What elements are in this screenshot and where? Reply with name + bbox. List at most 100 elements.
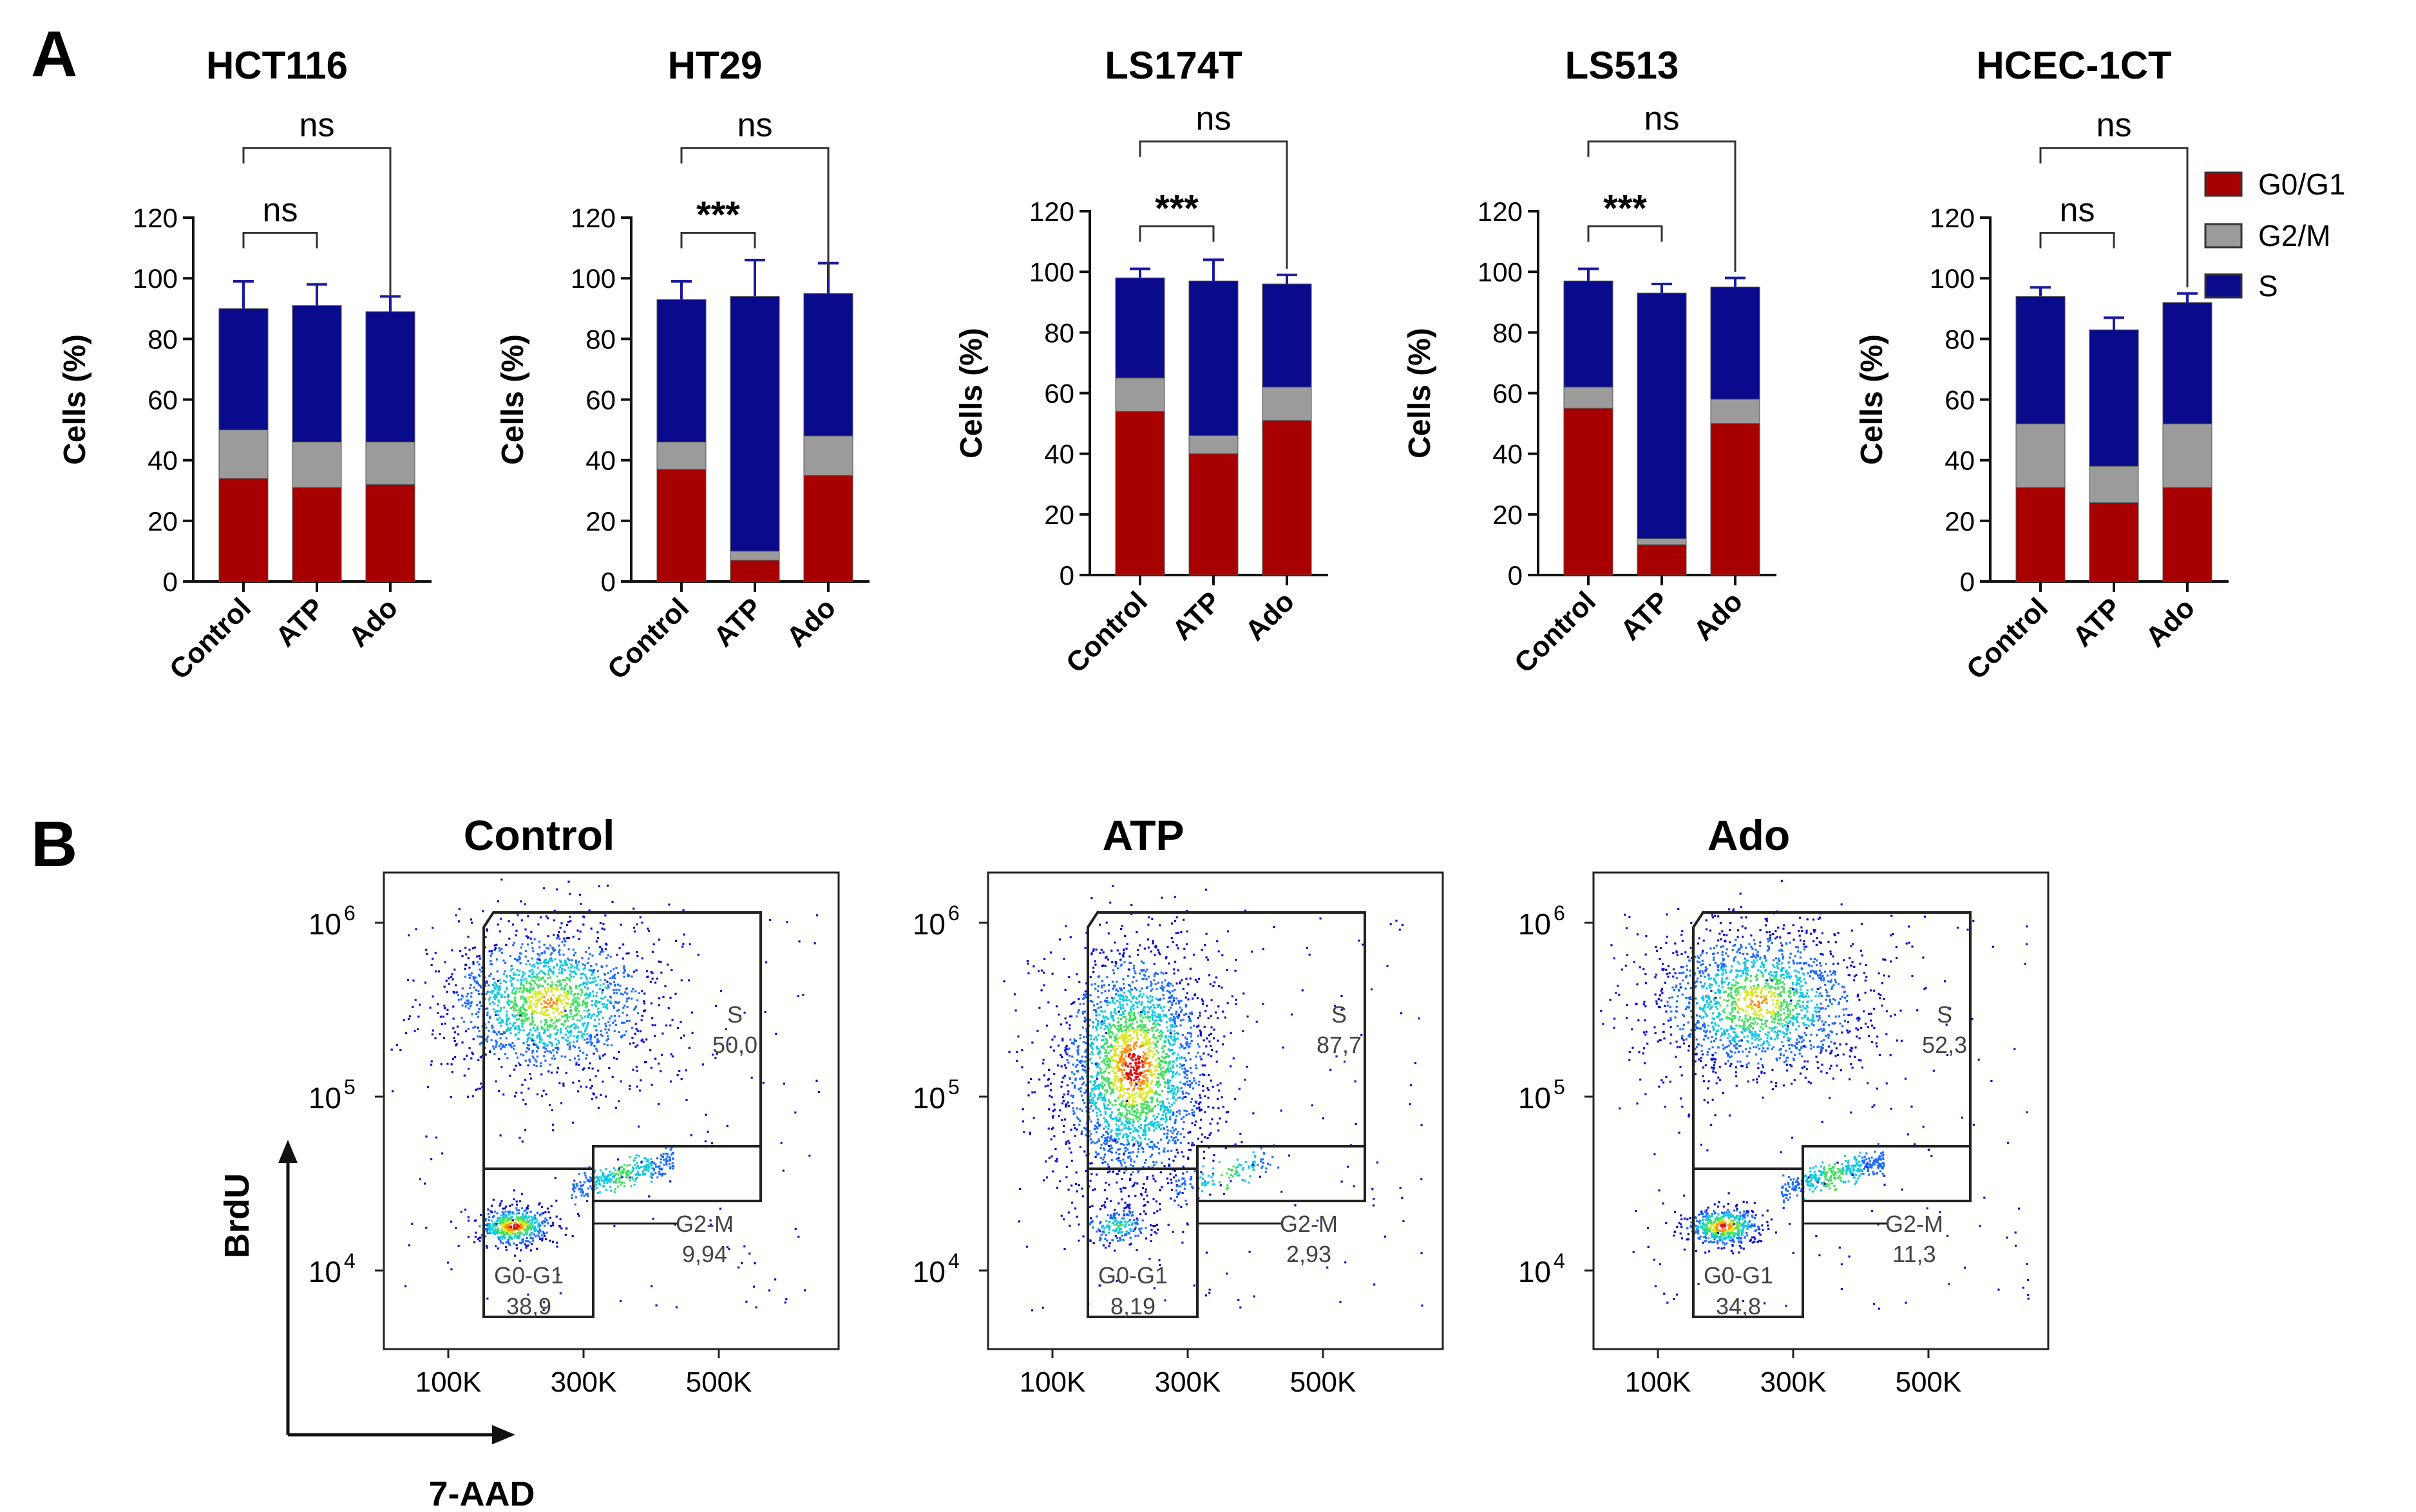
event-dot [593,1035,596,1038]
event-dot [553,919,555,921]
event-dot [1116,999,1119,1003]
event-dot [467,1236,470,1238]
event-dot [613,1006,615,1009]
event-dot [1131,1106,1134,1108]
event-dot [1116,1078,1119,1081]
event-dot [499,979,501,981]
event-dot [1174,1040,1177,1043]
event-dot [517,1228,520,1231]
event-dot [513,1048,515,1050]
event-dot [590,969,593,972]
event-dot [1132,1165,1135,1167]
event-dot [569,975,572,978]
event-dot [453,969,456,971]
event-dot [531,947,534,949]
event-dot [524,972,526,975]
event-dot [494,1031,497,1034]
event-dot [1067,1188,1070,1191]
event-dot [545,1022,547,1025]
event-dot [551,1044,553,1047]
event-dot [509,1044,512,1047]
event-dot [1197,978,1201,980]
event-dot [1030,1077,1032,1081]
event-dot [536,1026,538,1028]
event-dot [508,1003,511,1006]
event-dot [474,1235,477,1238]
event-dot [605,1178,607,1181]
event-dot [518,1236,521,1238]
event-dot [1195,1120,1197,1123]
event-dot [1059,1180,1061,1182]
event-dot [635,1177,638,1180]
event-dot [1127,1027,1129,1030]
event-dot [425,1226,428,1229]
event-dot [520,1053,522,1055]
event-dot [550,999,553,1001]
event-dot [1168,1102,1170,1104]
event-dot [558,1012,561,1015]
event-dot [623,965,625,968]
event-dot [513,996,516,999]
event-dot [432,927,434,929]
significance-label: ns [300,107,335,144]
event-dot [1109,1200,1112,1202]
event-dot [557,1047,560,1050]
event-dot [1123,1060,1126,1063]
event-dot [1161,1162,1163,1164]
event-dot [526,980,528,983]
event-dot [586,1033,589,1035]
event-dot [497,1231,500,1233]
event-dot [506,1229,508,1231]
event-dot [1142,1130,1145,1133]
event-dot [1097,1051,1099,1054]
event-dot [1175,1133,1178,1135]
y-tick-label: 0 [163,567,178,597]
event-dot [501,1224,504,1227]
event-dot [1136,1075,1138,1079]
event-dot [645,1160,648,1163]
event-dot [1119,1086,1121,1088]
event-dot [1099,1110,1101,1113]
event-dot [1023,1131,1025,1133]
event-dot [1042,1062,1044,1064]
event-dot [1027,1081,1030,1084]
event-dot [1160,1034,1163,1036]
event-dot [1121,1047,1124,1050]
event-dot [1148,1090,1150,1093]
event-dot [1137,949,1139,951]
event-dot [665,1160,669,1162]
event-dot [1114,961,1117,963]
event-dot [1132,1059,1134,1062]
event-dot [500,1066,503,1068]
event-dot [606,1044,609,1046]
event-dot [1101,1075,1103,1077]
event-dot [1043,1074,1045,1077]
event-dot [598,1176,601,1178]
event-dot [1120,1083,1123,1086]
event-dot [1110,1065,1113,1068]
event-dot [1163,1106,1166,1109]
event-dot [540,978,543,981]
event-dot [1114,965,1117,967]
event-dot [1208,1040,1211,1043]
event-dot [1185,1012,1188,1015]
event-dot [1095,1011,1098,1014]
event-dot [584,997,587,999]
event-dot [1154,1145,1156,1148]
event-dot [1139,1088,1141,1090]
y-tick-label: 0 [601,567,616,597]
event-dot [1140,1028,1143,1031]
event-dot [549,1224,552,1227]
event-dot [514,1227,517,1230]
event-dot [499,1134,502,1137]
event-dot [1116,1129,1119,1132]
event-dot [1175,1025,1178,1027]
event-dot [1170,983,1172,985]
event-dot [558,1225,562,1228]
event-dot [515,1219,518,1222]
event-dot [1132,1124,1134,1126]
event-dot [1181,1068,1184,1070]
event-dot [544,1019,547,1021]
event-dot [1145,1085,1148,1088]
event-dot [530,1023,533,1026]
